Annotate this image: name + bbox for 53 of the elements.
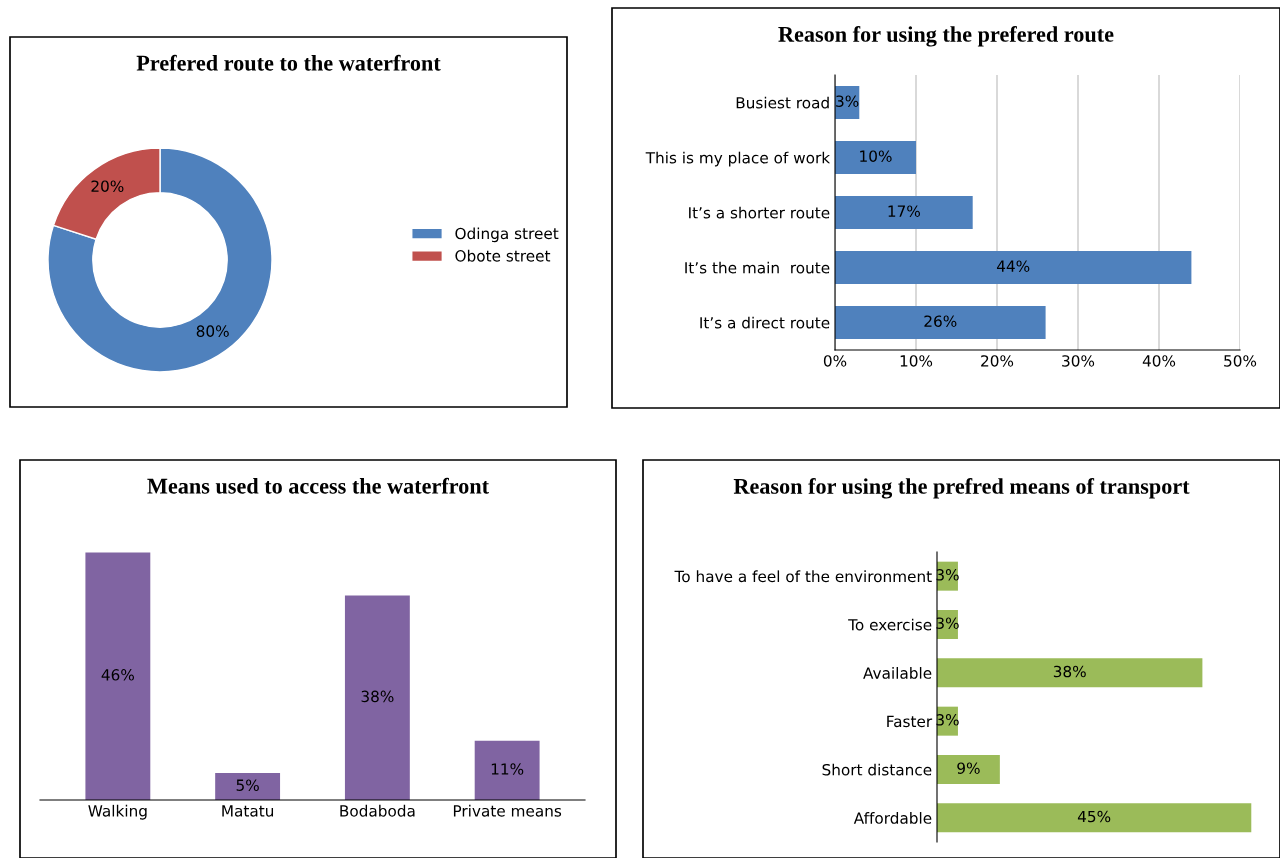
bar [474,740,540,800]
data-label: 26% [924,315,957,327]
data-label: 45% [1077,810,1111,823]
y-tick-label: Affordable [853,812,932,824]
bar [937,803,1252,833]
x-tick-label: Walking [88,804,147,820]
chart-title: Reason for using the prefred means of transport [733,478,1190,499]
bar [937,658,1203,688]
bar [937,755,1000,784]
y-tick-label: This is my place of work [645,151,831,167]
x-tick-label: 30% [1062,355,1095,367]
x-tick-label: 0% [823,355,847,367]
data-label: 38% [361,690,394,703]
bar [215,773,281,800]
bar [835,196,973,229]
bar [835,306,1046,339]
y-tick-label: It’s a direct route [700,316,830,329]
data-label: 80% [196,325,229,337]
data-label: 17% [888,205,920,217]
data-label: 44% [996,260,1030,272]
y-tick-label: Short distance [822,763,932,776]
x-tick-label: 50% [1224,355,1257,367]
y-tick-label: To exercise [848,618,932,631]
legend-label: Obote street [455,249,551,262]
x-tick-label: 10% [900,355,933,367]
x-tick-label: Private means [453,804,562,817]
donut-slice [47,147,273,373]
legend-label: Odinga street [455,227,559,243]
chart-title: Reason for using the prefered route [778,26,1114,47]
y-tick-label: It’s the main route [685,261,830,274]
y-tick-label: Busiest road [736,96,829,109]
data-label: 20% [91,180,124,192]
y-tick-label: Available [863,667,932,679]
bar [85,552,151,800]
bar [344,595,410,800]
data-label: 3% [836,95,859,107]
chart-title: Means used to access the waterfront [147,477,489,494]
y-tick-label: To have a feel of the environment [674,570,932,583]
data-label: 11% [491,763,524,775]
data-label: 5% [236,779,259,791]
bar [835,251,1192,284]
chart-title: Prefered route to the waterfront [136,54,441,71]
x-tick-label: Matatu [222,805,274,817]
x-tick-label: 40% [1142,355,1176,367]
y-tick-label: Faster [887,715,933,728]
data-label: 10% [860,150,892,162]
data-label: 9% [957,762,980,774]
y-tick-label: It’s a shorter route [689,206,830,219]
x-tick-label: 20% [981,355,1014,367]
bar [835,141,916,174]
x-tick-label: Bodaboda [340,804,415,817]
data-label: 38% [1053,665,1086,678]
data-label: 46% [101,669,134,681]
